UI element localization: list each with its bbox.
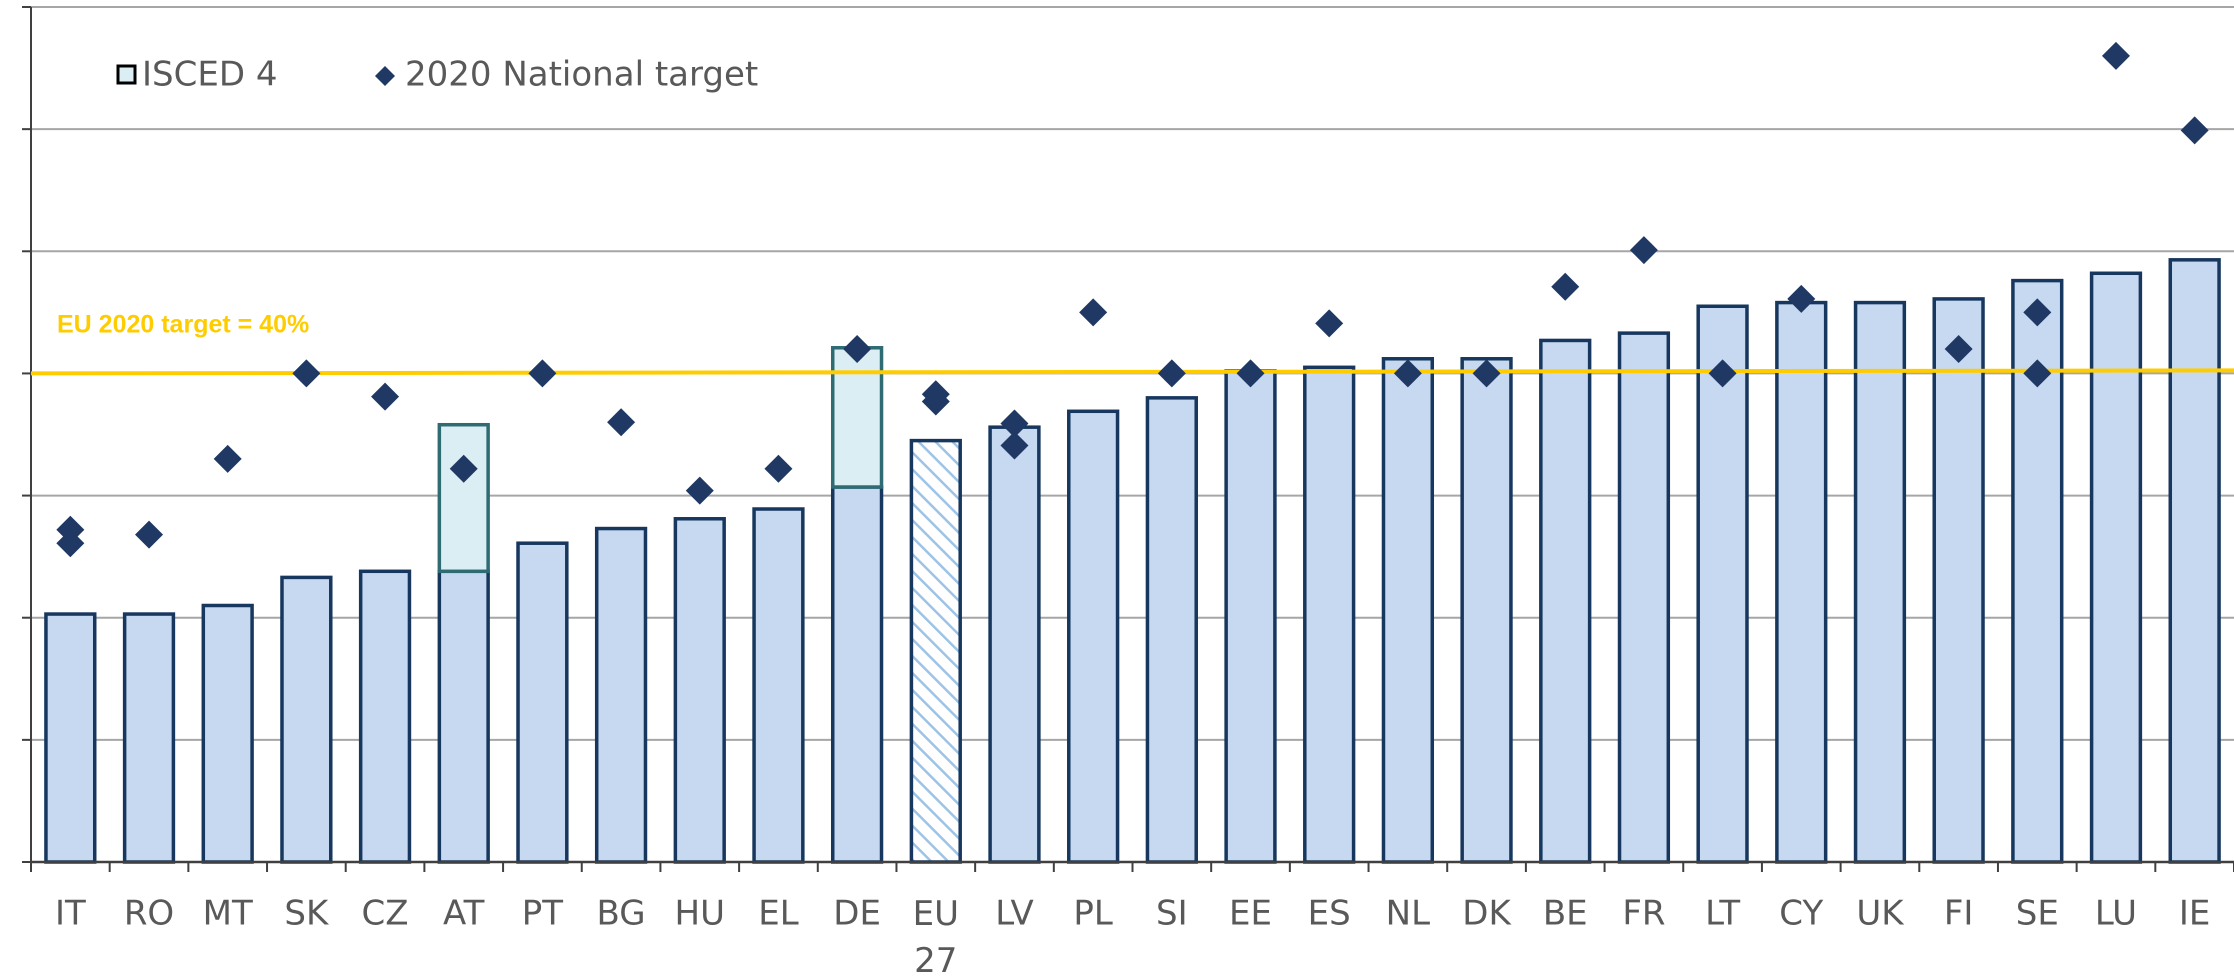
reference-line: [30, 368, 2234, 376]
x-tick-label: AT: [443, 894, 485, 934]
bar-segment: [437, 422, 490, 574]
bar: [1224, 369, 1277, 864]
x-tick-label: IE: [2179, 894, 2211, 934]
x-tick-label: MT: [203, 894, 253, 934]
x-tick-label: RO: [124, 894, 174, 934]
bar: [358, 569, 412, 864]
target-marker: [1079, 298, 1108, 327]
bar-segment: [830, 346, 884, 489]
target-marker: [1000, 431, 1029, 460]
bar: [1539, 338, 1592, 864]
target-marker: [1236, 359, 1265, 388]
target-marker: [292, 359, 321, 388]
x-tick-label: PT: [522, 894, 564, 934]
bar: [1067, 409, 1120, 864]
x-tick-label: UK: [1856, 894, 1905, 934]
target-marker: [607, 408, 636, 437]
target-marker: [371, 382, 400, 411]
x-tick-label: IT: [55, 894, 86, 934]
legend-label: 2020 National target: [405, 55, 758, 95]
bar: [1775, 300, 1828, 864]
x-tick-label: BE: [1543, 894, 1588, 934]
bar: [1853, 300, 1907, 864]
bar: [1145, 396, 1198, 864]
bar: [2168, 258, 2221, 864]
target-marker: [1787, 284, 1816, 313]
bar: [988, 425, 1041, 864]
x-tick-label: EE: [1229, 894, 1272, 934]
bar: [1460, 357, 1513, 864]
legend-swatch: [116, 64, 137, 85]
target-marker: [2180, 116, 2209, 145]
bar: [909, 438, 962, 864]
bar: [673, 517, 726, 864]
x-tick-label: EL: [758, 894, 798, 934]
x-tick-label: ES: [1308, 894, 1351, 934]
bar: [516, 541, 569, 864]
x-tick-label: FR: [1622, 894, 1665, 934]
x-tick-label: SK: [284, 894, 330, 934]
x-tick-label: LU: [2095, 894, 2137, 934]
x-tick-label: BG: [597, 894, 646, 934]
target-marker: [1472, 359, 1501, 388]
target-marker: [921, 387, 950, 416]
x-tick-label: CY: [1779, 894, 1823, 934]
target-marker: [1393, 359, 1422, 388]
bar: [1381, 357, 1435, 864]
x-tick-label: CZ: [362, 894, 409, 934]
bar: [437, 569, 490, 864]
bar: [201, 603, 254, 864]
bar: [830, 485, 884, 864]
target-marker: [2101, 41, 2130, 70]
bar: [594, 526, 648, 864]
target-marker: [2023, 359, 2052, 388]
bar: [752, 507, 805, 864]
target-marker: [528, 359, 557, 388]
bar: [44, 612, 97, 864]
bar: [280, 575, 333, 864]
x-tick-label: DK: [1462, 894, 1512, 934]
x-tick-label: SI: [1156, 894, 1188, 934]
x-tick-label: SE: [2016, 894, 2059, 934]
target-marker: [449, 454, 478, 483]
annotation: EU 2020 target = 40%: [57, 311, 309, 339]
target-marker: [1000, 409, 1029, 438]
target-marker: [135, 520, 164, 549]
bar: [1696, 304, 1749, 864]
x-tick-label: EU 27: [913, 894, 959, 980]
bar: [2089, 271, 2143, 864]
target-marker: [1551, 272, 1580, 301]
target-marker: [843, 335, 872, 363]
target-marker: [685, 476, 714, 505]
target-marker: [1944, 335, 1973, 363]
x-tick-label: DE: [833, 894, 881, 934]
target-marker: [1708, 359, 1737, 388]
legend-label: ISCED 4: [142, 55, 277, 95]
x-tick-label: FI: [1944, 894, 1974, 934]
target-marker: [1315, 309, 1344, 338]
legend: ISCED 4 2020 National target: [116, 55, 758, 95]
target-marker: [56, 529, 85, 558]
x-tick-label: NL: [1386, 894, 1430, 934]
target-marker: [2023, 298, 2052, 327]
x-tick-label: LV: [995, 894, 1033, 934]
x-tick-label: LT: [1705, 894, 1740, 934]
bar: [1303, 365, 1356, 864]
x-tick-label: PL: [1073, 894, 1113, 934]
target-marker: [1157, 359, 1186, 388]
target-marker: [764, 454, 793, 483]
target-marker: [1629, 236, 1658, 265]
bar: [122, 612, 176, 864]
bar: [1617, 331, 1671, 864]
target-marker: [213, 444, 242, 473]
legend-marker: [375, 66, 395, 86]
x-tick-label: HU: [675, 894, 725, 934]
bar: [1932, 297, 1985, 864]
